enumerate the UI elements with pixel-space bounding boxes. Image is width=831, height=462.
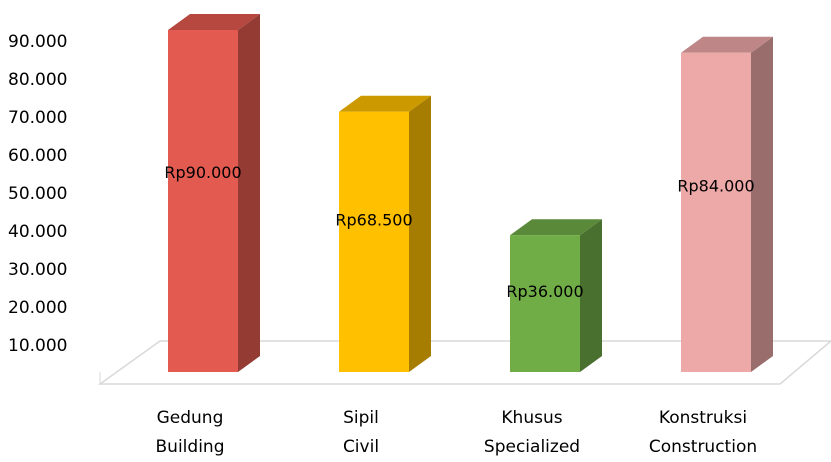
bar-side [238, 14, 260, 372]
floor [97, 340, 831, 385]
x-tick-label: Specialized [484, 437, 580, 457]
y-tick-label: 60.000 [8, 146, 67, 166]
y-tick-label: 30.000 [8, 260, 67, 280]
y-tick-label: 90.000 [8, 32, 67, 52]
x-tick-label: Gedung [157, 408, 224, 428]
bar-top [510, 219, 602, 236]
value-label: Rp90.000 [164, 163, 241, 182]
x-tick-label: Building [156, 437, 225, 457]
value-label: Rp68.500 [335, 211, 412, 230]
value-label: Rp36.000 [506, 282, 583, 301]
bar-top [339, 95, 431, 112]
y-tick-label: 40.000 [8, 222, 67, 242]
bar [510, 235, 580, 372]
bar-top [681, 36, 773, 53]
bar-side [409, 95, 431, 372]
y-tick-label: 10.000 [8, 336, 67, 356]
y-tick-label: 80.000 [8, 70, 67, 90]
x-tick-label: Khusus [501, 408, 562, 428]
bar-side [580, 219, 602, 372]
value-label: Rp84.000 [677, 176, 754, 195]
x-tick-label: Construction [649, 437, 757, 457]
x-tick-label: Konstruksi [659, 408, 747, 428]
bar-top [168, 14, 260, 30]
x-tick-label: Civil [343, 437, 379, 457]
bar-side [751, 36, 773, 373]
y-tick-label: 20.000 [8, 298, 67, 318]
y-tick-label: 70.000 [8, 108, 67, 128]
y-tick-label: 50.000 [8, 184, 67, 204]
bar [681, 52, 751, 373]
bar [168, 30, 238, 372]
x-tick-label: Sipil [343, 408, 379, 428]
bar [339, 111, 409, 372]
